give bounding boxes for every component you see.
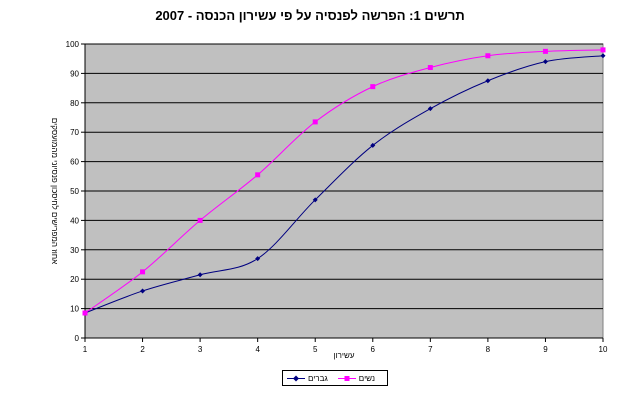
x-tick-label-3: 3 bbox=[198, 345, 203, 354]
x-tick-label-8: 8 bbox=[486, 345, 491, 354]
gridlines bbox=[85, 43, 603, 310]
data-point-1-9 bbox=[600, 47, 606, 53]
y-tick-label-20: 20 bbox=[70, 275, 79, 284]
data-point-0-7 bbox=[485, 78, 491, 84]
y-tick-label-60: 60 bbox=[70, 158, 79, 167]
y-tick-label-30: 30 bbox=[70, 246, 79, 255]
data-point-0-6 bbox=[427, 106, 433, 112]
x-axis-ticks: 1 2 3 4 5 6 7 8 9 10 bbox=[83, 338, 608, 354]
legend-item-women: נשים bbox=[337, 373, 375, 383]
x-tick-label-6: 6 bbox=[371, 345, 376, 354]
data-point-0-8 bbox=[542, 59, 548, 65]
data-point-1-5 bbox=[370, 84, 376, 90]
data-point-1-3 bbox=[255, 172, 261, 178]
series-lines bbox=[84, 49, 604, 314]
y-tick-label-40: 40 bbox=[70, 216, 79, 225]
y-tick-label-80: 80 bbox=[70, 99, 79, 108]
legend-label-women: נשים bbox=[358, 373, 375, 383]
data-point-0-5 bbox=[370, 142, 376, 148]
legend-item-men: גברים bbox=[287, 374, 328, 383]
series-line-1 bbox=[84, 49, 604, 314]
series-markers bbox=[82, 47, 606, 316]
legend-swatch-women bbox=[337, 375, 356, 381]
x-tick-label-9: 9 bbox=[543, 345, 548, 354]
data-point-0-1 bbox=[140, 288, 146, 294]
y-tick-label-90: 90 bbox=[70, 69, 79, 78]
y-tick-label-0: 0 bbox=[75, 334, 80, 343]
y-axis-ticks: 0 10 20 30 40 50 60 70 80 90 100 bbox=[66, 40, 85, 343]
y-tick-label-10: 10 bbox=[70, 305, 79, 314]
data-point-1-0 bbox=[82, 310, 88, 316]
y-tick-label-70: 70 bbox=[70, 128, 79, 137]
data-point-1-7 bbox=[485, 53, 491, 59]
data-point-1-6 bbox=[427, 65, 433, 71]
x-tick-label-2: 2 bbox=[140, 345, 145, 354]
x-axis-title: עשירון bbox=[333, 351, 354, 360]
y-tick-label-100: 100 bbox=[66, 40, 80, 49]
data-point-0-9 bbox=[600, 53, 606, 59]
y-tick-label-50: 50 bbox=[70, 187, 79, 196]
x-tick-label-4: 4 bbox=[255, 345, 260, 354]
chart-title: תרשים 1: הפרשה לפנסיה על פי עשירון הכנסה… bbox=[155, 8, 465, 23]
x-tick-label-10: 10 bbox=[599, 345, 608, 354]
y-axis-title: אחוז המפרישים לחיסכון פנסיוני מהמועסקים bbox=[50, 118, 59, 264]
data-point-0-4 bbox=[312, 197, 318, 203]
data-point-0-2 bbox=[197, 272, 203, 278]
data-point-1-2 bbox=[197, 217, 203, 223]
data-point-0-3 bbox=[255, 256, 261, 262]
x-tick-label-5: 5 bbox=[313, 345, 318, 354]
data-point-1-8 bbox=[542, 48, 548, 54]
legend-swatch-men bbox=[287, 375, 305, 381]
data-point-1-4 bbox=[312, 119, 318, 125]
x-tick-label-7: 7 bbox=[428, 345, 433, 354]
series-line-0 bbox=[84, 55, 604, 314]
data-point-1-1 bbox=[140, 269, 146, 275]
legend-label-men: גברים bbox=[308, 373, 328, 383]
legend: גברים נשים bbox=[282, 370, 388, 386]
x-tick-label-1: 1 bbox=[83, 345, 88, 354]
